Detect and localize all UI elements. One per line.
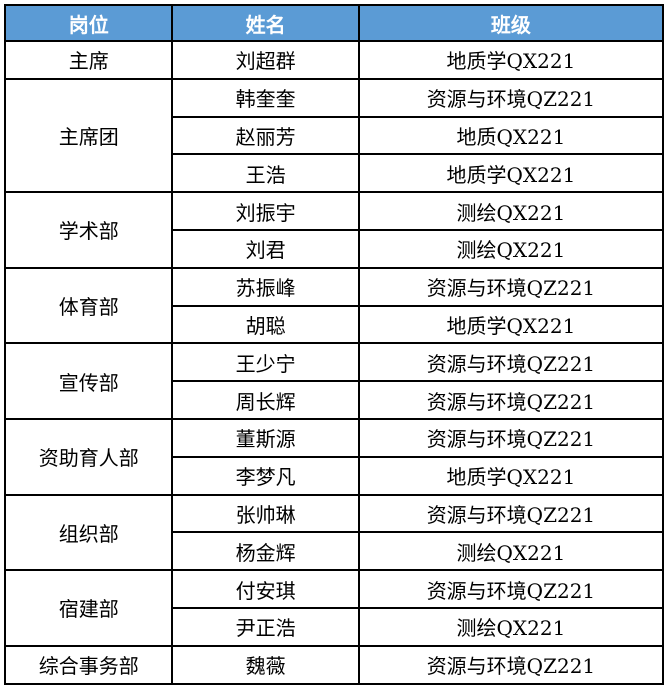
table-row: 杨金辉 测绘QX221 <box>5 531 665 572</box>
class-cell: 资源与环境QZ221 <box>357 77 665 118</box>
table-row: 赵丽芳 地质QX221 <box>5 115 665 156</box>
name-cell: 张帅琳 <box>171 493 360 534</box>
table-row: 王浩 地质学QX221 <box>5 153 665 194</box>
name-cell: 韩奎奎 <box>171 77 360 118</box>
table-row: 周长辉 资源与环境QZ221 <box>5 380 665 420</box>
name-cell: 刘振宇 <box>171 191 360 231</box>
name-cell: 杨金辉 <box>171 531 360 572</box>
table-row: 综合事务部 魏薇 资源与环境QZ221 <box>3 644 665 685</box>
name-cell: 付安琪 <box>171 569 360 609</box>
class-cell: 测绘QX221 <box>357 606 665 647</box>
class-cell: 资源与环境QZ221 <box>357 644 665 685</box>
name-cell: 苏振峰 <box>171 266 360 307</box>
class-cell: 资源与环境QZ221 <box>357 342 665 383</box>
name-cell: 刘君 <box>171 228 360 269</box>
position-cell: 体育部 <box>3 266 174 345</box>
position-cell: 综合事务部 <box>3 644 174 685</box>
table-row: 刘君 测绘QX221 <box>5 228 665 269</box>
header-name: 姓名 <box>171 4 360 42</box>
position-cell: 宿建部 <box>3 569 174 647</box>
class-cell: 测绘QX221 <box>357 191 665 231</box>
table-row: 体育部 苏振峰 资源与环境QZ221 <box>3 266 665 345</box>
class-cell: 地质学QX221 <box>357 455 665 496</box>
header-class: 班级 <box>357 4 665 42</box>
class-cell: 地质学QX221 <box>357 40 665 80</box>
name-cell: 刘超群 <box>171 40 360 80</box>
header-position: 岗位 <box>3 4 174 42</box>
position-cell: 组织部 <box>3 493 174 572</box>
position-cell: 宣传部 <box>3 342 174 420</box>
table-row: 胡聪 地质学QX221 <box>5 304 665 345</box>
class-cell: 资源与环境QZ221 <box>357 266 665 307</box>
name-cell: 周长辉 <box>171 380 360 420</box>
name-cell: 胡聪 <box>171 304 360 345</box>
class-cell: 资源与环境QZ221 <box>357 493 665 534</box>
class-cell: 测绘QX221 <box>357 531 665 572</box>
class-cell: 地质QX221 <box>357 115 665 156</box>
position-cell: 学术部 <box>3 191 174 269</box>
class-cell: 资源与环境QZ221 <box>357 380 665 420</box>
name-cell: 王少宁 <box>171 342 360 383</box>
table-row: 组织部 张帅琳 资源与环境QZ221 <box>3 493 665 572</box>
table-row: 资助育人部 董斯源 资源与环境QZ221 <box>3 417 665 496</box>
name-cell: 董斯源 <box>171 417 360 458</box>
table-row: 李梦凡 地质学QX221 <box>5 455 665 496</box>
table-row: 尹正浩 测绘QX221 <box>5 606 665 647</box>
position-cell: 主席团 <box>3 77 174 194</box>
name-cell: 李梦凡 <box>171 455 360 496</box>
name-cell: 王浩 <box>171 153 360 194</box>
name-cell: 尹正浩 <box>171 606 360 647</box>
table-row: 宣传部 王少宁 资源与环境QZ221 <box>3 342 665 420</box>
class-cell: 资源与环境QZ221 <box>357 569 665 609</box>
class-cell: 资源与环境QZ221 <box>357 417 665 458</box>
header-row: 岗位 姓名 班级 <box>3 4 665 42</box>
roster-table: 岗位 姓名 班级 主席 刘超群 地质学QX221 主席团 韩奎奎 资源与环境QZ221 赵丽… <box>3 4 665 685</box>
position-cell: 主席 <box>3 40 174 80</box>
class-cell: 地质学QX221 <box>357 304 665 345</box>
class-cell: 地质学QX221 <box>357 153 665 194</box>
table-row: 主席 刘超群 地质学QX221 <box>3 40 665 80</box>
position-cell: 资助育人部 <box>3 417 174 496</box>
table-row: 宿建部 付安琪 资源与环境QZ221 <box>3 569 665 647</box>
name-cell: 赵丽芳 <box>171 115 360 156</box>
class-cell: 测绘QX221 <box>357 228 665 269</box>
name-cell: 魏薇 <box>171 644 360 685</box>
table-row: 学术部 刘振宇 测绘QX221 <box>3 191 665 269</box>
table-row: 主席团 韩奎奎 资源与环境QZ221 <box>3 77 665 194</box>
